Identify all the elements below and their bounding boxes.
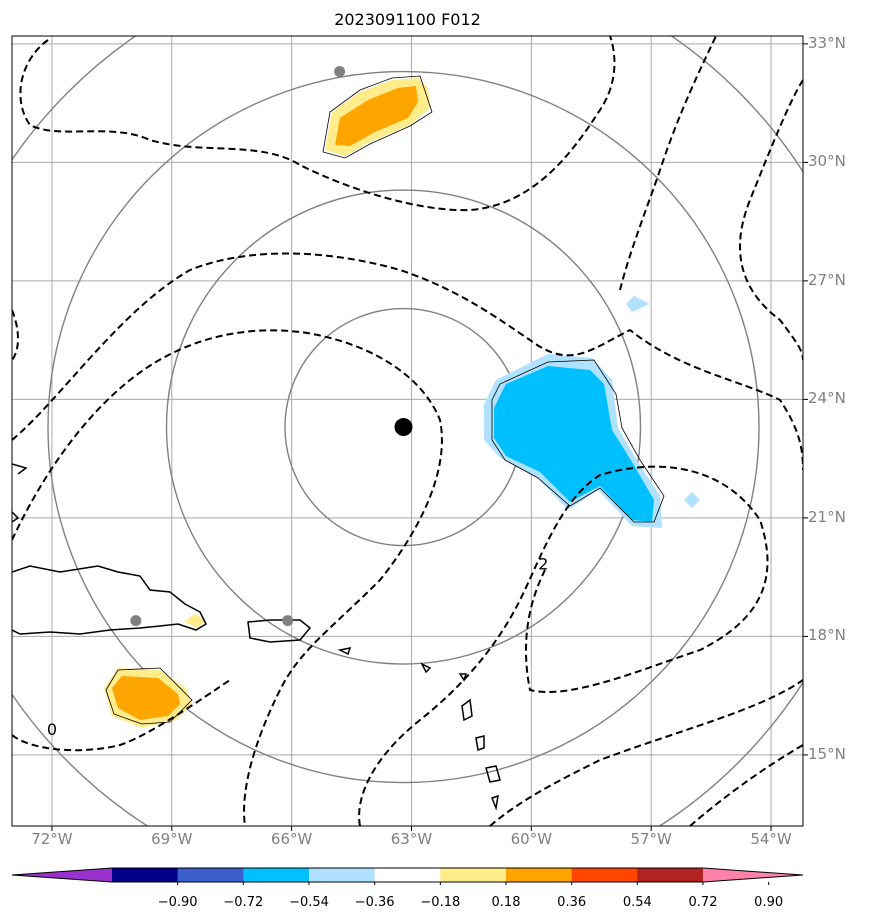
lesser-antilles-6 bbox=[420, 662, 432, 674]
colorbar-label: −0.36 bbox=[354, 895, 395, 910]
lon-label: 69°W bbox=[151, 830, 193, 848]
puerto-rico-outline bbox=[247, 619, 312, 643]
negative-anomaly-small-2 bbox=[684, 492, 700, 508]
negative-anomaly-small-1 bbox=[626, 296, 650, 312]
reference-point bbox=[130, 615, 142, 627]
colorbar-extend-high bbox=[703, 868, 803, 882]
coastlines bbox=[12, 463, 501, 811]
plot-title: 2023091100 F012 bbox=[334, 10, 481, 29]
contour-label: 0 bbox=[47, 720, 57, 739]
lon-label: 60°W bbox=[510, 830, 553, 848]
colorbar-label: 0.18 bbox=[491, 895, 521, 910]
colorbar-segment bbox=[637, 868, 704, 882]
colorbar-extend-low bbox=[12, 868, 112, 882]
lesser-antilles-4 bbox=[491, 794, 499, 811]
lesser-antilles-3 bbox=[485, 765, 501, 783]
lat-label: 21°N bbox=[808, 507, 846, 526]
colorbar-label: 0.72 bbox=[688, 895, 718, 910]
lat-label: 27°N bbox=[808, 270, 846, 289]
lon-label: 57°W bbox=[630, 830, 672, 848]
hispaniola-outline bbox=[12, 565, 207, 635]
colorbar bbox=[11, 867, 804, 885]
colorbar-segment bbox=[506, 868, 573, 882]
graticule bbox=[12, 36, 803, 826]
colorbar-segment bbox=[571, 868, 638, 882]
lat-label: 24°N bbox=[808, 389, 846, 408]
colorbar-label: −0.18 bbox=[420, 895, 461, 910]
colorbar-segment bbox=[112, 868, 179, 882]
negative-anomaly-east-core bbox=[494, 366, 654, 522]
contour-labels: 02 bbox=[47, 554, 549, 739]
lesser-antilles-5 bbox=[458, 673, 468, 682]
lon-label: 54°W bbox=[750, 830, 792, 848]
map-frame bbox=[11, 35, 804, 827]
range-ring bbox=[47, 70, 760, 784]
colorbar-label: −0.90 bbox=[157, 895, 198, 910]
contour-label: 2 bbox=[538, 554, 548, 573]
colorbar-segment bbox=[243, 868, 310, 882]
positive-anomaly-small bbox=[184, 614, 206, 628]
lesser-antilles-7 bbox=[337, 647, 352, 656]
lesser-antilles-2 bbox=[475, 735, 485, 751]
small-island-1 bbox=[12, 463, 28, 475]
reference-point bbox=[282, 615, 294, 627]
colorbar-label: −0.54 bbox=[289, 895, 329, 910]
colorbar-segment bbox=[440, 868, 507, 882]
colorbar-outline bbox=[11, 867, 804, 883]
lat-label: 15°N bbox=[808, 744, 846, 763]
colorbar-segment bbox=[177, 868, 244, 882]
anomaly-outlines bbox=[105, 75, 665, 725]
lat-label: 18°N bbox=[808, 626, 846, 645]
colorbar-segment bbox=[309, 868, 376, 882]
range-ring bbox=[165, 189, 642, 665]
lon-label: 66°W bbox=[270, 830, 313, 848]
colorbar-segment bbox=[374, 868, 441, 882]
contour-lines bbox=[12, 36, 803, 826]
reference-points bbox=[130, 66, 346, 627]
lesser-antilles-1 bbox=[461, 698, 473, 722]
colorbar-label: −0.72 bbox=[223, 895, 264, 910]
positive-anomaly-southwest-core bbox=[112, 676, 180, 720]
reference-point bbox=[334, 66, 346, 78]
lat-label: 33°N bbox=[808, 33, 846, 52]
storm-center-marker bbox=[394, 418, 413, 437]
axis-ticks bbox=[51, 43, 808, 831]
lon-label: 63°W bbox=[390, 830, 433, 848]
anomaly-shading bbox=[104, 78, 700, 728]
lon-label: 72°W bbox=[31, 830, 73, 848]
positive-anomaly-north-core bbox=[335, 86, 418, 146]
colorbar-label: 0.54 bbox=[622, 895, 652, 910]
lat-label: 30°N bbox=[808, 152, 846, 171]
colorbar-label: 0.36 bbox=[557, 895, 587, 910]
small-island-2 bbox=[12, 511, 20, 523]
colorbar-label: 0.90 bbox=[754, 895, 784, 910]
